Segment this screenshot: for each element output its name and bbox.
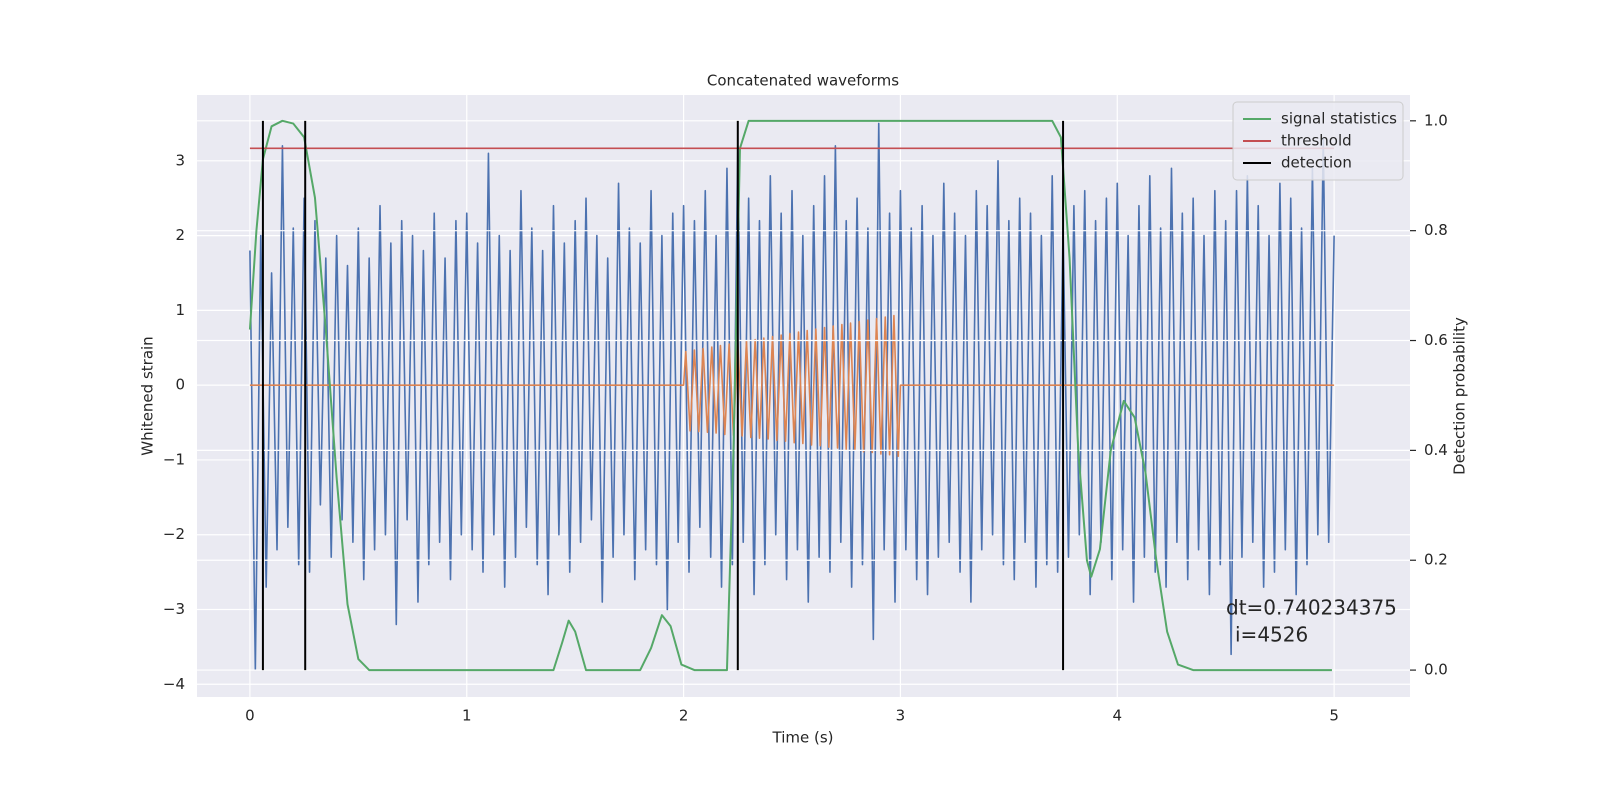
x-tick-label: 3 <box>896 707 906 725</box>
y2-tick-label: 0.0 <box>1424 661 1448 679</box>
x-tick-label: 2 <box>679 707 689 725</box>
x-tick-label: 1 <box>462 707 472 725</box>
y2-tick-label: 0.6 <box>1424 331 1448 349</box>
y2-tick-label: 0.8 <box>1424 221 1448 239</box>
y-tick-label: −1 <box>163 450 185 468</box>
y-tick-label: −4 <box>163 675 185 693</box>
legend: signal statistics threshold detection <box>1232 101 1404 181</box>
series-line <box>248 119 1332 672</box>
legend-box <box>1232 101 1404 181</box>
chart-title: Concatenated waveforms <box>707 72 899 90</box>
legend-label: signal statistics <box>1281 110 1397 128</box>
y-tick-label: 1 <box>175 301 185 319</box>
y-tick-label: 2 <box>175 226 185 244</box>
annotation: dt=0.740234375 <box>1226 596 1397 620</box>
x-tick-label: 5 <box>1329 707 1339 725</box>
y-tick-label: −2 <box>163 525 185 543</box>
y-tick-label: −3 <box>163 600 185 618</box>
x-tick-label: 0 <box>245 707 255 725</box>
legend-label: threshold <box>1281 132 1352 150</box>
series-line <box>249 314 1335 457</box>
plot-area <box>249 122 1335 671</box>
annotation: i=4526 <box>1235 623 1308 647</box>
legend-label: detection <box>1281 154 1352 172</box>
y-axis-label: Whitened strain <box>139 336 157 455</box>
y2-tick-label: 0.4 <box>1424 441 1448 459</box>
series-line <box>249 122 1335 671</box>
y-tick-label: 3 <box>175 151 185 169</box>
y2-axis-label: Detection probability <box>1451 317 1469 475</box>
x-axis-label: Time (s) <box>772 729 834 747</box>
y2-tick-label: 0.2 <box>1424 551 1448 569</box>
plot-area <box>248 119 1335 672</box>
y-tick-label: 0 <box>175 376 185 394</box>
x-tick-label: 4 <box>1112 707 1122 725</box>
y2-tick-label: 1.0 <box>1424 111 1448 129</box>
